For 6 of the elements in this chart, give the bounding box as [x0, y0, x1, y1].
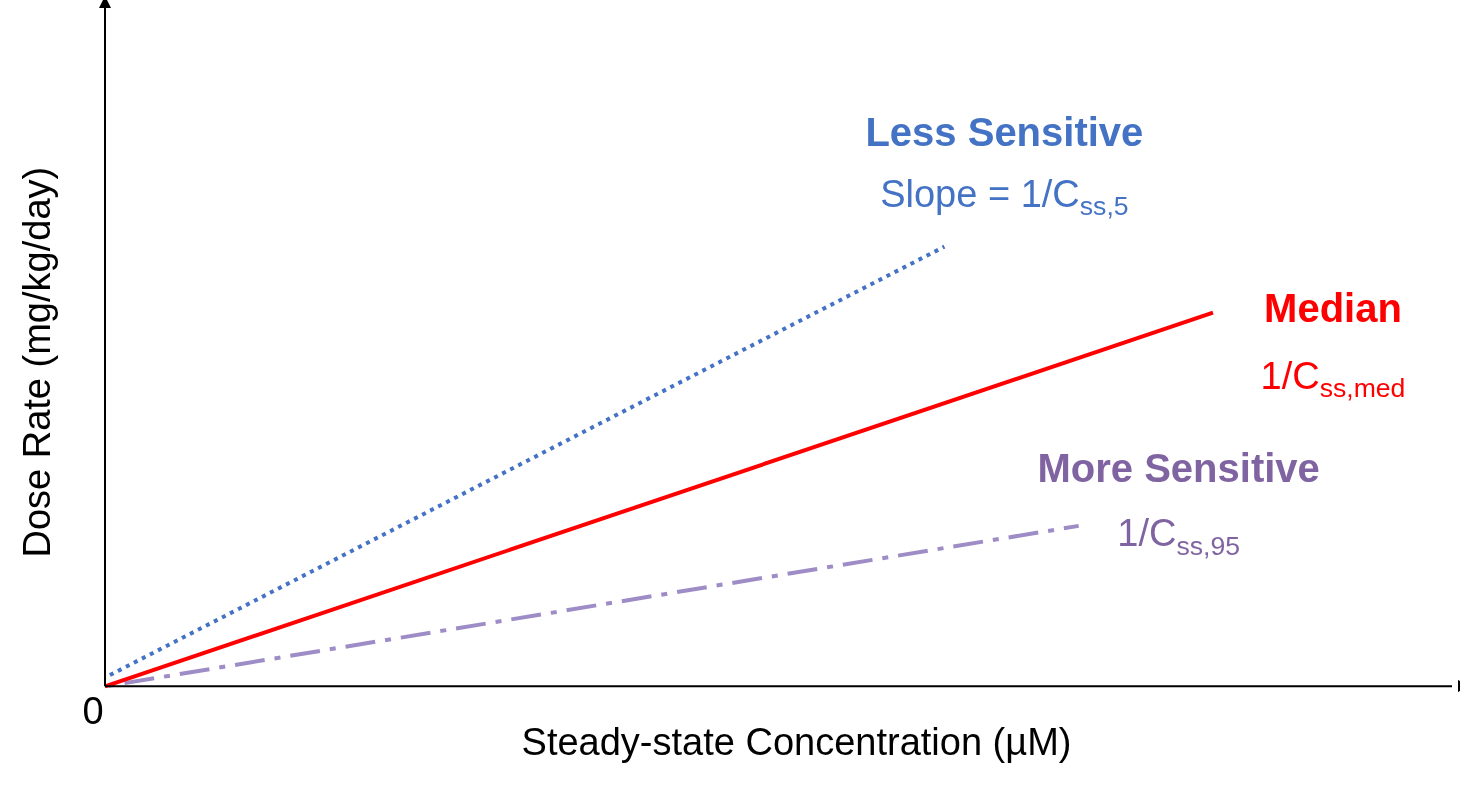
annotation: More Sensitive	[1037, 445, 1320, 490]
text: 0	[82, 689, 104, 732]
y-axis-title: Dose Rate (mg/kg/day)	[16, 166, 59, 558]
annotation: Median	[1264, 285, 1402, 330]
text: Less Sensitive	[865, 109, 1144, 154]
x-axis-title: Steady-state Concentration (µM)	[521, 720, 1072, 763]
